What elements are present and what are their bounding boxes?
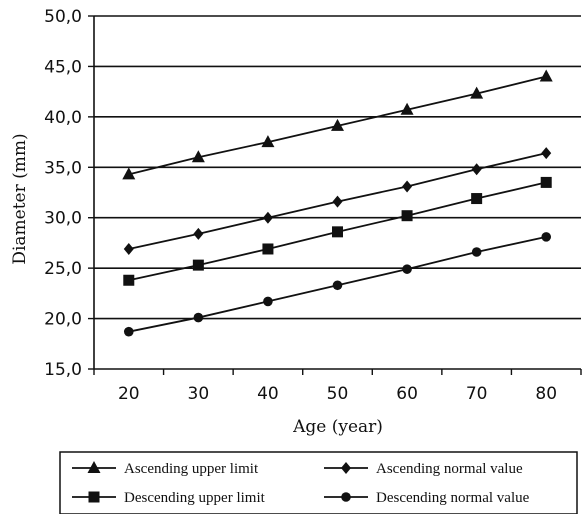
data-point-circle [471, 247, 482, 257]
data-point-triangle [261, 135, 275, 148]
x-tick-label: 20 [118, 384, 140, 404]
legend-item: Ascending normal value [324, 461, 523, 477]
data-point-triangle [331, 118, 344, 131]
data-point-square [123, 274, 135, 286]
x-tick-label: 40 [257, 384, 279, 404]
series-triangle [122, 69, 553, 180]
legend-marker-diamond [341, 462, 351, 474]
data-point-square [401, 210, 413, 222]
data-point-diamond [541, 147, 552, 160]
data-point-circle [541, 232, 552, 242]
series-group [122, 69, 553, 337]
data-point-square [192, 259, 204, 271]
x-tick-label: 30 [188, 384, 210, 404]
grid-lines [94, 15, 581, 320]
x-tick-label: 60 [396, 384, 418, 404]
data-point-circle [332, 280, 343, 291]
legend-label: Ascending normal value [376, 461, 523, 477]
data-point-diamond [402, 180, 413, 193]
legend-marker-triangle [87, 461, 101, 473]
legend-item: Ascending upper limit [72, 461, 259, 477]
legend: Ascending upper limit Ascending normal va… [59, 451, 578, 514]
data-point-circle [263, 296, 273, 307]
x-tick-label: 70 [466, 384, 488, 404]
data-point-triangle [122, 167, 136, 180]
legend-item: Descending upper limit [72, 490, 266, 506]
data-point-triangle [191, 150, 205, 163]
y-tick-label: 30,0 [44, 209, 82, 229]
data-point-circle [402, 264, 412, 274]
y-tick-label: 40,0 [44, 108, 82, 128]
y-tick-label: 35,0 [44, 158, 82, 178]
legend-marker-square [88, 491, 100, 503]
legend-box [59, 451, 578, 514]
y-tick-label: 15,0 [44, 360, 82, 380]
data-point-diamond [471, 163, 482, 176]
y-tick-label: 25,0 [44, 259, 82, 279]
y-axis-title: Diameter (mm) [10, 133, 30, 264]
data-point-diamond [262, 211, 273, 224]
legend-label: Descending upper limit [124, 490, 266, 506]
data-point-circle [123, 326, 134, 337]
data-point-square [332, 226, 343, 238]
y-tick-labels: 15,0 20,0 25,0 30,0 35,0 40,0 45,0 50,0 [44, 7, 82, 380]
legend-label: Ascending upper limit [124, 461, 259, 477]
data-point-diamond [193, 227, 204, 240]
data-point-diamond [332, 195, 343, 208]
series-circle [123, 232, 552, 337]
data-point-square [262, 243, 274, 255]
legend-label: Descending normal value [376, 490, 530, 506]
data-point-triangle [470, 86, 484, 99]
data-point-circle [193, 312, 204, 323]
y-tick-label: 45,0 [44, 57, 82, 77]
y-tick-label: 20,0 [44, 310, 82, 330]
x-axis-title: Age (year) [292, 417, 383, 437]
data-point-square [540, 176, 552, 188]
y-tick-label: 50,0 [44, 7, 82, 27]
x-tick-label: 50 [327, 384, 349, 404]
series-diamond [123, 147, 552, 255]
axes [88, 15, 582, 375]
data-point-square [471, 193, 483, 205]
data-point-triangle [400, 102, 414, 115]
legend-marker-circle [341, 492, 351, 502]
x-tick-label: 80 [535, 384, 557, 404]
legend-item: Descending normal value [324, 490, 530, 506]
series-square [123, 176, 552, 286]
data-point-triangle [539, 69, 553, 82]
x-tick-labels: 20 30 40 50 60 70 80 [118, 384, 557, 404]
data-point-diamond [123, 242, 134, 255]
